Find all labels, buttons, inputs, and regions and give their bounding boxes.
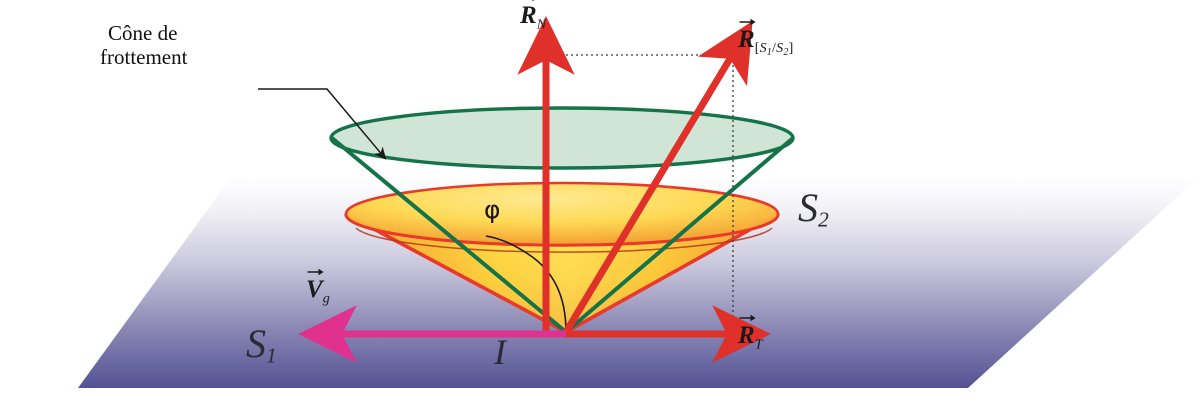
label-contact-point: I [494,332,506,372]
subscript-N: N [536,17,547,33]
label-friction-angle: φ [484,195,501,224]
symbol-S: S [246,321,266,366]
subscript-g: g [322,291,330,307]
angle-arc [485,235,567,333]
caption-line-1: Cône de [108,21,178,45]
subscript-S2-index: 2 [783,47,789,59]
label-sliding-velocity: Vg [306,268,330,307]
subscript-2: 2 [818,207,829,232]
label-surface-2: S2 [798,185,829,232]
bracket-close: ] [788,41,794,57]
label-normal-reaction: RN [520,0,547,33]
label-tangential-reaction: RT [738,314,763,353]
symbol-V: V [306,276,323,303]
symbol-R: R [738,26,755,53]
bracket-open: [ [754,41,760,57]
subscript-S1-index: 1 [766,47,773,59]
caption-line-2: frottement [100,44,188,69]
separator-slash: / [772,41,777,57]
subscript-S1: S [759,41,767,57]
symbol-R: R [520,2,537,29]
friction-cone-generatrix [330,136,795,334]
symbol-S: S [798,185,818,230]
subscript-S2: S [776,41,784,57]
label-resultant-reaction: R[S1/S2] [738,18,794,59]
caption-cone-de-frottement: Cône de frottement [100,21,187,69]
vector-resultant-reaction [562,20,753,334]
caption-leader-line [258,88,387,160]
label-surface-1: S1 [246,321,277,368]
subscript-1: 1 [266,343,277,368]
subscript-T: T [754,337,763,353]
symbol-R: R [738,322,755,349]
